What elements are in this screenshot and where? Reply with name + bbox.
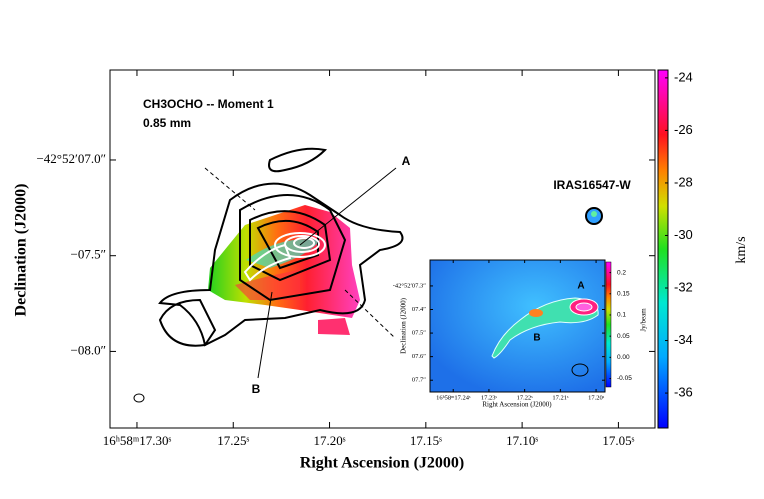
y-tick-label: -42°52′07.3″ xyxy=(393,282,427,289)
inset-y-title: Declination (J2000) xyxy=(400,297,408,353)
y-tick-label: 07.7″ xyxy=(412,377,426,384)
colorbar-tick-label: 0.2 xyxy=(617,269,626,276)
colorbar-tick-label: -28 xyxy=(674,174,693,189)
x-tick-label: 17.23ˢ xyxy=(481,394,498,401)
moment-map xyxy=(208,205,360,335)
x-tick-label: 17.15ˢ xyxy=(410,433,442,448)
y-tick-label: 07.5″ xyxy=(412,330,426,337)
y-tick-label: −42°52′07.0″ xyxy=(36,151,106,166)
y-axis-title: Declination (J2000) xyxy=(13,184,30,317)
colorbar-tick-label: 0.1 xyxy=(617,312,626,319)
annotation-lines xyxy=(204,167,397,379)
colorbar-tick-label: -30 xyxy=(674,227,693,242)
colorbar xyxy=(657,69,669,429)
x-tick-label: 17.20ˢ xyxy=(588,394,605,401)
y-tick-label: 07.6″ xyxy=(412,353,426,360)
x-tick-label: 17.20ˢ xyxy=(314,433,346,448)
x-tick-label: 17.21ˢ xyxy=(552,394,569,401)
colorbar-title: km/s xyxy=(734,236,749,263)
annotation: B xyxy=(252,382,261,396)
colorbar-tick-label: -36 xyxy=(674,385,693,400)
x-tick-label: 17.10ˢ xyxy=(506,433,538,448)
map-title: CH3OCHO -- Moment 1 xyxy=(143,97,274,111)
white-contours xyxy=(243,232,326,282)
colorbar-tick-label: 0.00 xyxy=(617,354,630,361)
colorbar-tick-label: 0.05 xyxy=(617,333,630,340)
y-tick-label: 07.4″ xyxy=(412,306,426,313)
colorbar-tick-label: -32 xyxy=(674,279,693,294)
iras-source xyxy=(585,207,603,225)
colorbar-tick-label: -34 xyxy=(674,332,693,347)
annotation: A xyxy=(402,154,411,168)
plot-frame xyxy=(109,69,656,429)
inset-colorbar-title: Jy/beam xyxy=(640,308,648,332)
x-tick-label: 16ʰ58ᵐ17.24ˢ xyxy=(436,394,471,401)
colorbar-tick-label: -0.05 xyxy=(617,375,632,382)
inset-annotation: B xyxy=(533,333,540,344)
x-tick-label: 17.05ˢ xyxy=(602,433,634,448)
x-tick-label: 17.25ˢ xyxy=(217,433,249,448)
beam xyxy=(133,393,145,403)
inset-x-title: Right Ascension (J2000) xyxy=(482,401,552,409)
colorbar-tick-label: -24 xyxy=(674,69,693,84)
x-axis-title: Right Ascension (J2000) xyxy=(300,455,464,472)
inset xyxy=(429,259,612,393)
map-subtitle: 0.85 mm xyxy=(143,116,191,130)
annotation: IRAS16547-W xyxy=(553,178,631,192)
colorbar-tick-label: -26 xyxy=(674,122,693,137)
inset-annotation: A xyxy=(577,281,584,292)
x-tick-label: 17.22ˢ xyxy=(517,394,534,401)
y-tick-label: −07.5″ xyxy=(71,247,107,262)
x-tick-label: 16ʰ58ᵐ17.30ˢ xyxy=(103,433,172,448)
colorbar-tick-label: 0.15 xyxy=(617,290,630,297)
contours xyxy=(158,147,404,347)
y-tick-label: −08.0″ xyxy=(71,342,107,357)
